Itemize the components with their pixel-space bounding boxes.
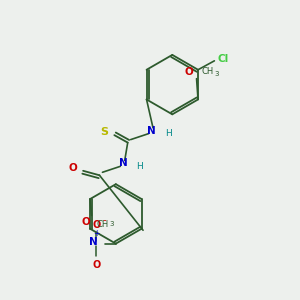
Text: O: O bbox=[68, 163, 77, 173]
Text: 3: 3 bbox=[110, 221, 114, 227]
Text: O: O bbox=[92, 260, 101, 270]
Text: H: H bbox=[136, 162, 143, 171]
Text: N: N bbox=[89, 237, 98, 247]
Text: Cl: Cl bbox=[218, 54, 229, 64]
Text: 3: 3 bbox=[214, 71, 219, 77]
Text: O: O bbox=[81, 217, 90, 227]
Text: CH: CH bbox=[96, 220, 108, 229]
Text: H: H bbox=[165, 129, 172, 138]
Text: O: O bbox=[185, 67, 194, 77]
Text: +: + bbox=[93, 229, 100, 238]
Text: S: S bbox=[100, 127, 108, 137]
Text: CH: CH bbox=[201, 67, 213, 76]
Text: N: N bbox=[147, 126, 156, 136]
Text: N: N bbox=[119, 158, 128, 168]
Text: -: - bbox=[102, 215, 106, 225]
Text: O: O bbox=[92, 220, 101, 230]
